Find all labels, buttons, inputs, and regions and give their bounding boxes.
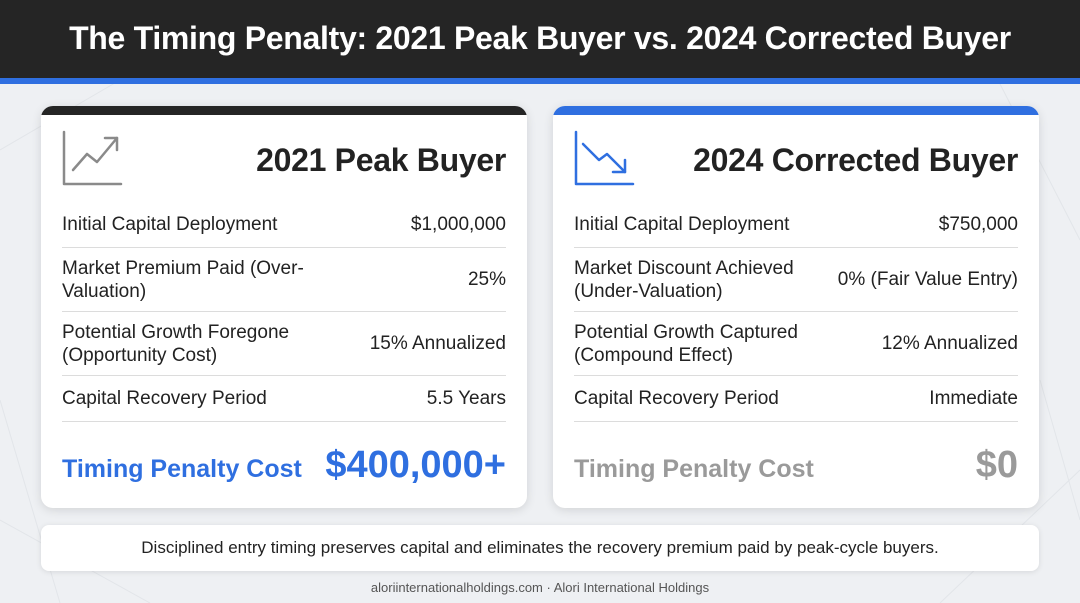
penalty-value: $400,000+ [325,444,506,486]
card-title: 2024 Corrected Buyer [693,142,1018,178]
row-value: $1,000,000 [410,213,506,235]
row-label: Potential Growth Foregone (Opportunity C… [62,321,290,366]
row-value: 5.5 Years [426,387,506,409]
row-value: 0% (Fair Value Entry) [837,268,1018,290]
header-accent-stripe [0,78,1080,84]
table-row: Capital Recovery Period 5.5 Years [62,376,506,422]
row-value: 25% [467,268,506,290]
table-row: Market Discount Achieved (Under-Valuatio… [574,248,1018,312]
source-credit: aloriinternationalholdings.com · Alori I… [370,580,710,595]
page-title: The Timing Penalty: 2021 Peak Buyer vs. … [69,19,1011,56]
table-row: Potential Growth Foregone (Opportunity C… [62,312,506,376]
row-label: Market Discount Achieved (Under-Valuatio… [574,257,794,302]
row-label: Market Premium Paid (Over-Valuation) [62,257,304,302]
card-2021-peak-buyer: 2021 Peak Buyer Initial Capital Deployme… [41,106,527,508]
summary-note: Disciplined entry timing preserves capit… [41,525,1039,571]
metrics-table: Initial Capital Deployment $750,000 Mark… [574,202,1018,422]
penalty-value: $0 [975,444,1018,486]
table-row: Market Premium Paid (Over-Valuation) 25% [62,248,506,312]
trend-down-icon [574,130,635,186]
card-top-bar [553,106,1039,115]
penalty-label: Timing Penalty Cost [62,455,302,483]
card-title: 2021 Peak Buyer [256,142,506,178]
row-value: 15% Annualized [369,332,506,354]
row-value: 12% Annualized [881,332,1018,354]
table-row: Potential Growth Captured (Compound Effe… [574,312,1018,376]
card-2024-corrected-buyer: 2024 Corrected Buyer Initial Capital Dep… [553,106,1039,508]
row-label: Initial Capital Deployment [62,214,278,235]
table-row: Initial Capital Deployment $750,000 [574,202,1018,248]
row-value: $750,000 [938,213,1018,235]
metrics-table: Initial Capital Deployment $1,000,000 Ma… [62,202,506,422]
timing-penalty: Timing Penalty Cost $400,000+ [62,444,506,487]
page-header: The Timing Penalty: 2021 Peak Buyer vs. … [0,0,1080,80]
row-label: Potential Growth Captured (Compound Effe… [574,321,798,366]
timing-penalty: Timing Penalty Cost $0 [574,444,1018,487]
card-top-bar [41,106,527,115]
trend-up-icon [62,130,123,186]
table-row: Capital Recovery Period Immediate [574,376,1018,422]
row-label: Capital Recovery Period [574,388,779,409]
table-row: Initial Capital Deployment $1,000,000 [62,202,506,248]
penalty-label: Timing Penalty Cost [574,455,814,483]
row-label: Capital Recovery Period [62,388,267,409]
row-label: Initial Capital Deployment [574,214,790,235]
row-value: Immediate [929,387,1018,409]
